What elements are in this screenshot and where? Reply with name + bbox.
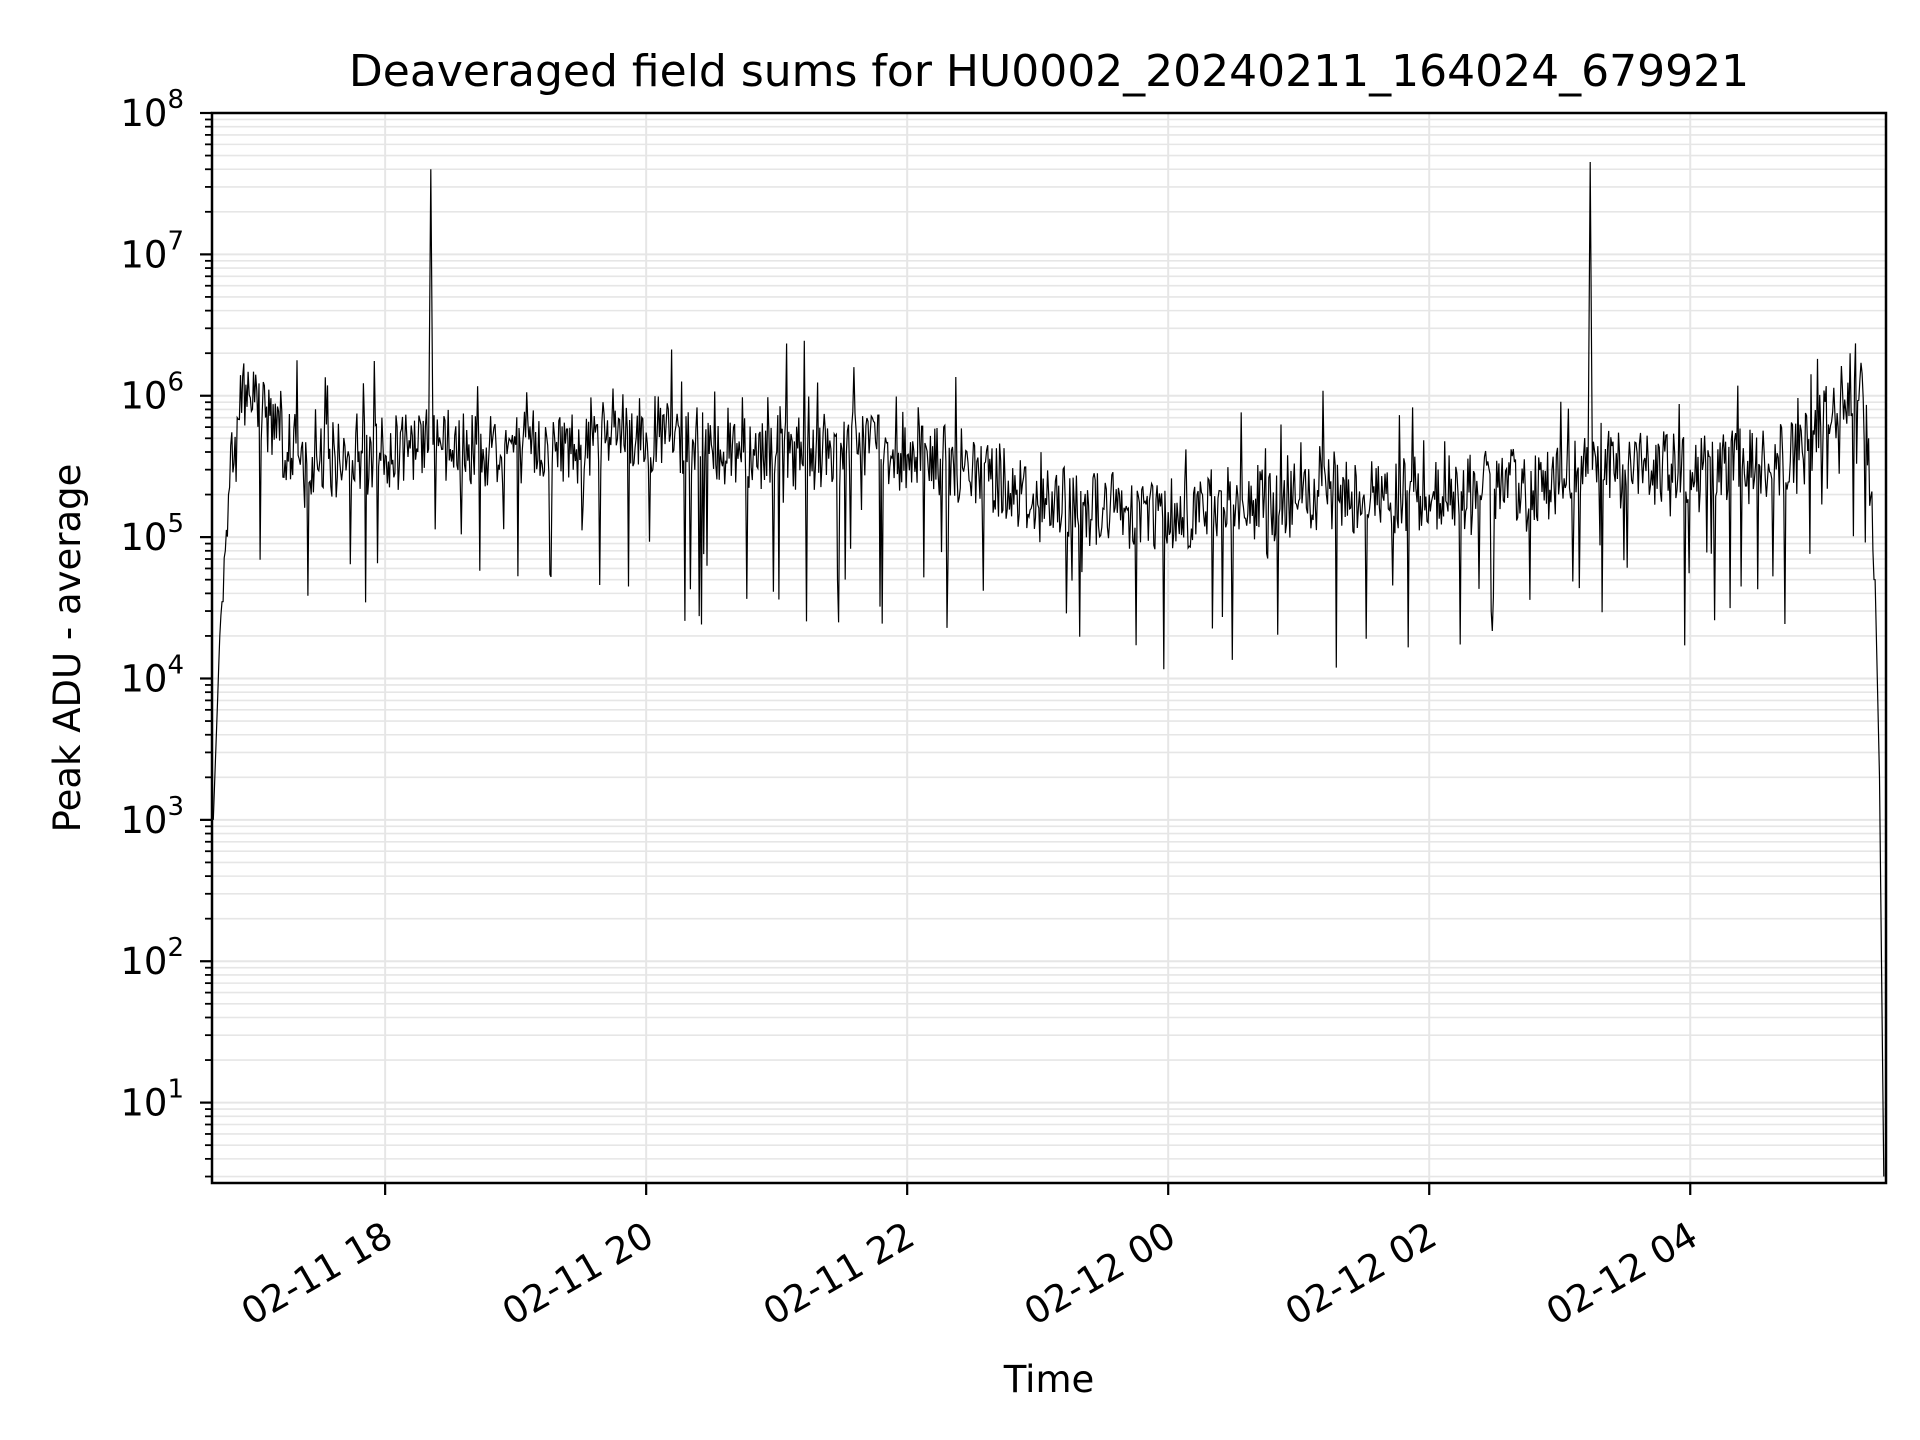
plot-frame	[210, 111, 1888, 1185]
x-tick-label: 02-12 04	[1539, 1214, 1705, 1334]
series-group	[212, 161, 1885, 1177]
x-tick-label: 02-12 00	[1017, 1214, 1183, 1334]
chart-title: Deaveraged field sums for HU0002_2024021…	[349, 46, 1749, 97]
y-tick-label: 106	[120, 368, 184, 418]
y-tick-label: 103	[120, 792, 184, 842]
major-grid	[212, 112, 1886, 1183]
y-axis-label: Peak ADU - average	[46, 464, 89, 833]
x-tick-label: 02-11 18	[234, 1214, 400, 1334]
x-axis-label: Time	[1003, 1358, 1095, 1401]
series-line	[212, 161, 1885, 1177]
x-axis-ticks: 02-11 18 02-11 20 02-11 22 02-12 00 02-12 02…	[234, 1183, 1705, 1334]
y-tick-label: 107	[120, 226, 184, 276]
x-tick-label: 02-12 02	[1278, 1214, 1444, 1334]
minor-grid	[212, 118, 1886, 1178]
y-tick-label: 104	[120, 650, 184, 700]
x-tick-label: 02-11 20	[495, 1214, 661, 1334]
y-axis-ticks: 101 102 103 104 105 106 107 108	[120, 85, 212, 1178]
y-tick-label: 101	[120, 1075, 184, 1125]
x-tick-label: 02-11 22	[756, 1214, 922, 1334]
y-tick-label: 105	[120, 509, 184, 559]
y-tick-label: 102	[120, 933, 184, 983]
y-tick-label: 108	[120, 85, 184, 135]
